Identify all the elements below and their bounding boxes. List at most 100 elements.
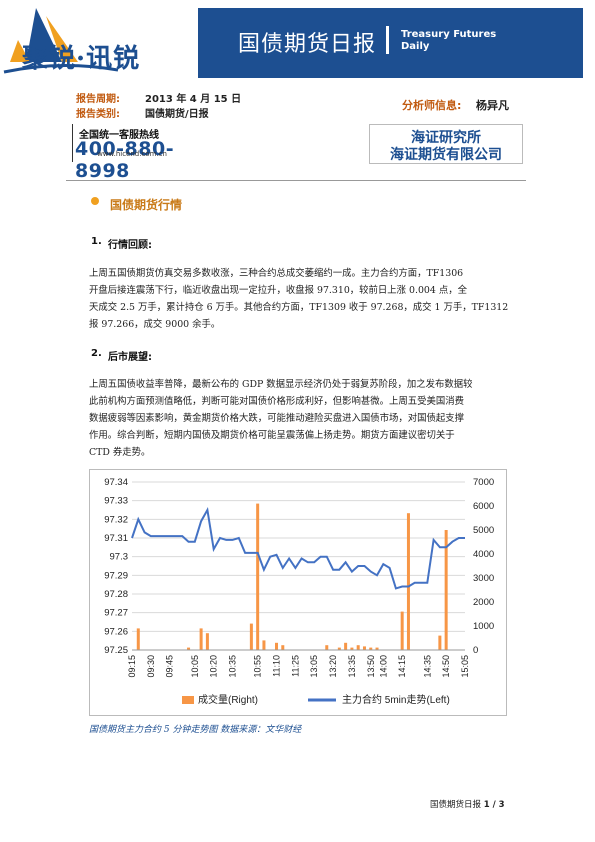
review-line: 开盘后接连震荡下行，临近收盘出现一定拉升，收盘报 97.310，较前日上涨 0.…: [89, 285, 467, 296]
x-tick-label: 14:50: [441, 655, 451, 678]
y-right-tick-label: 6000: [473, 501, 494, 512]
outlook-line: 数据疲弱等因素影响，黄金期货价格大跌，可能推动避险买盘进入国债市场，对国债起支撑: [89, 413, 465, 424]
outlook-paragraph: 上周五国债收益率普降，最新公布的 GDP 数据显示经济仍处于弱复苏阶段，加之发布…: [89, 376, 519, 461]
title-en-line1: Treasury Futures: [401, 29, 497, 40]
volume-bar: [400, 611, 404, 650]
x-tick-label: 09:30: [146, 655, 156, 678]
x-tick-label: 15:05: [460, 655, 470, 678]
y-right-tick-label: 0: [473, 645, 478, 656]
x-tick-label: 14:00: [378, 655, 388, 678]
volume-bar: [369, 647, 373, 650]
chart-caption: 国债期货主力合约 5 分钟走势图 数据来源：文华财经: [89, 725, 302, 735]
review-line: 上周五国债期货仿真交易多数收涨，三种合约总成交萎缩约一成。主力合约方面，TF13…: [89, 268, 464, 279]
y-left-tick-label: 97.34: [104, 477, 128, 488]
volume-bar: [362, 646, 366, 650]
footer: 国债期货日报 1 / 3: [430, 798, 505, 810]
volume-bar: [406, 513, 410, 650]
report-title: 国债期货日报: [238, 32, 377, 57]
category-value: 国债期货/日报: [145, 109, 209, 120]
chart-svg: 97.25 97.26 97.27 97.28 97.29 97.3 97.31 97.32 9…: [104, 477, 494, 706]
review-line: 报 97.266，成交 9000 余手。: [89, 319, 221, 330]
volume-bar: [275, 642, 279, 650]
volume-bar: [375, 647, 379, 650]
volume-bar: [438, 635, 442, 650]
x-tick-label: 11:25: [290, 655, 300, 677]
y-left-tick-label: 97.25: [104, 645, 128, 656]
x-tick-label: 13:05: [309, 655, 319, 678]
y-left-tick-label: 97.3: [110, 552, 129, 563]
title-divider: [386, 26, 389, 54]
volume-bar: [249, 623, 253, 650]
y-left-tick-label: 97.26: [104, 626, 128, 637]
review-paragraph: 上周五国债期货仿真交易多数收涨，三种合约总成交萎缩约一成。主力合约方面，TF13…: [89, 265, 519, 333]
outlook-line: 作用。综合判断，短期内国债及期货价格可能呈震荡偏上扬走势。期货方面建议密切关于: [89, 430, 455, 441]
x-tick-label: 11:10: [272, 655, 282, 677]
category-label: 报告类别:: [76, 109, 120, 120]
hotline-box: 全国统一客服热线 400-880-8998: [72, 124, 195, 182]
header-divider: [66, 180, 526, 181]
x-tick-label: 10:35: [228, 655, 238, 678]
price-line: [131, 507, 465, 590]
company-name: 海证期货有限公司: [390, 147, 502, 163]
website-link[interactable]: www.hicend.com.cn: [97, 150, 167, 158]
hotline-label: 全国统一客服热线: [79, 130, 159, 141]
x-tick-label: 10:20: [209, 655, 219, 678]
y-right-tick-label: 5000: [473, 525, 494, 536]
price-volume-chart: 97.25 97.26 97.27 97.28 97.29 97.3 97.31 97.32 9…: [89, 469, 507, 716]
volume-bar: [350, 647, 354, 650]
footer-title: 国债期货日报: [430, 800, 482, 810]
volume-bar: [325, 645, 329, 650]
y-left-tick-label: 97.28: [104, 589, 128, 600]
volume-bar: [256, 503, 260, 650]
period-label: 报告周期:: [76, 94, 120, 105]
outlook-line: 此前机构方面预测值略低，判断可能对国债价格形成利好，但影响甚微。上周五受美国消费: [89, 396, 465, 407]
title-en-line2: Daily: [401, 41, 430, 52]
outlook-line: 上周五国债收益率普降，最新公布的 GDP 数据显示经济仍处于弱复苏阶段，加之发布…: [89, 379, 473, 390]
volume-bar: [136, 628, 140, 650]
y-left-tick-label: 97.33: [104, 496, 128, 507]
bullet-icon: [91, 197, 99, 205]
outlook-heading-number: 2.: [91, 348, 102, 359]
analyst-label: 分析师信息:: [402, 99, 462, 112]
logo-sub: 讯锐: [86, 44, 141, 74]
review-heading-number: 1.: [91, 236, 102, 247]
y-right-tick-label: 3000: [473, 573, 494, 584]
volume-bar: [337, 647, 341, 650]
outlook-line: CTD 券走势。: [89, 447, 151, 458]
y-right-tick-label: 7000: [473, 477, 494, 488]
x-tick-label: 14:35: [422, 655, 432, 678]
legend-price-label: 主力合约 5min走势(Left): [342, 693, 450, 706]
x-tick-label: 14:15: [397, 655, 407, 678]
y-right-tick-label: 2000: [473, 597, 494, 608]
section-title: 国债期货行情: [110, 198, 183, 212]
logo-sail-icon: [3, 8, 119, 74]
x-tick-label: 13:50: [366, 655, 376, 678]
volume-bar: [444, 530, 448, 650]
x-tick-label: 10:05: [190, 655, 200, 678]
volume-bar: [356, 645, 360, 650]
x-tick-label: 09:45: [165, 655, 175, 678]
analyst-value: 杨异凡: [476, 99, 509, 112]
logo-main: 聚锐: [22, 44, 77, 74]
report-title-en: Treasury Futures Daily: [401, 29, 496, 53]
volume-bar: [262, 640, 266, 650]
company-box: 海证研究所 海证期货有限公司: [369, 124, 523, 164]
outlook-heading: 后市展望:: [108, 352, 152, 363]
hotline-number: 400-880-8998: [75, 138, 175, 182]
logo-text: 聚锐·讯锐: [22, 38, 140, 75]
y-left-tick-label: 97.32: [104, 514, 128, 525]
logo: [0, 0, 185, 86]
x-tick-label: 13:20: [328, 655, 338, 678]
institute-name: 海证研究所: [411, 130, 481, 146]
volume-bar: [187, 647, 191, 650]
title-bar: 国债期货日报 Treasury Futures Daily: [198, 8, 583, 78]
volume-bar: [281, 645, 285, 650]
y-right-tick-label: 1000: [473, 621, 494, 632]
y-left-tick-label: 97.31: [104, 533, 128, 544]
y-left-tick-label: 97.27: [104, 608, 128, 619]
y-left-tick-label: 97.29: [104, 570, 128, 581]
x-tick-label: 09:15: [127, 655, 137, 678]
y-right-tick-label: 4000: [473, 549, 494, 560]
volume-bar: [199, 628, 203, 650]
page-number: 1 / 3: [483, 800, 505, 810]
